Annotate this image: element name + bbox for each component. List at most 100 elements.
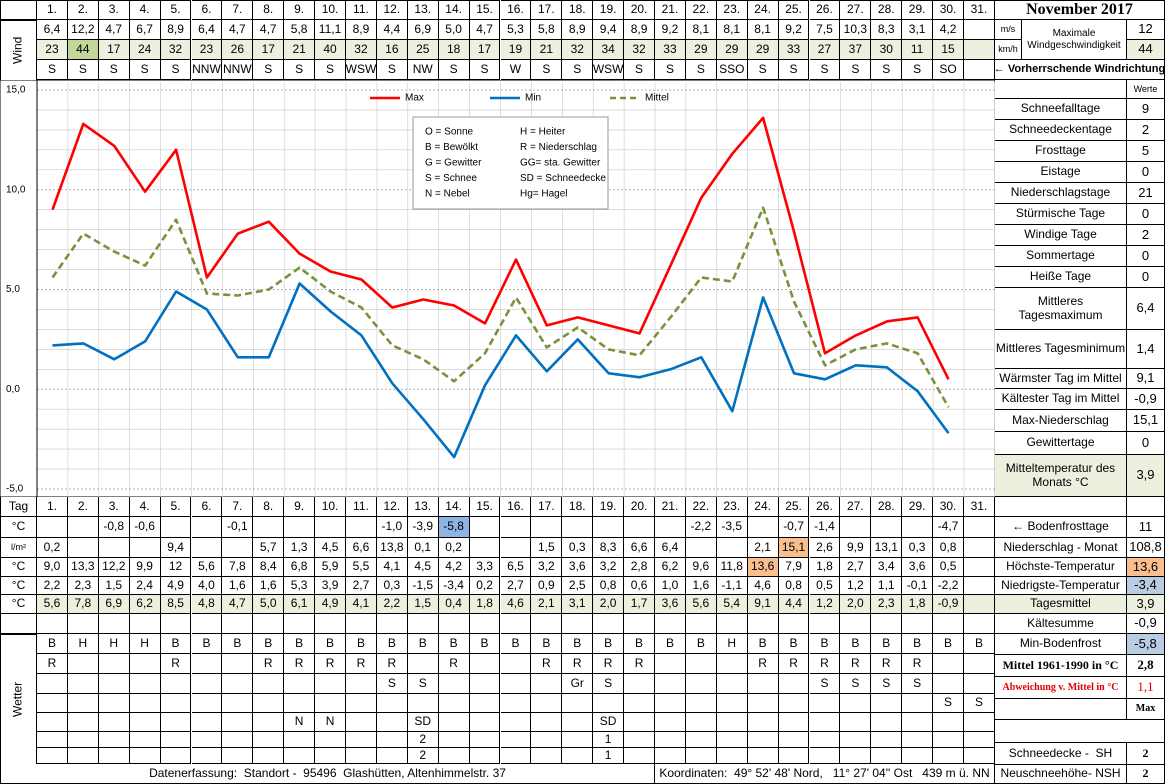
stat-label: Gewittertage: [995, 432, 1127, 455]
weather-code: [98, 654, 130, 674]
weather-code: [129, 674, 161, 694]
weather-code: [315, 674, 346, 694]
max-temp: 13,6: [747, 558, 779, 577]
weather-code: [346, 732, 377, 748]
precipitation: 9,9: [840, 538, 872, 558]
weather-code: S: [840, 674, 872, 694]
weather-code: [593, 694, 625, 713]
mean-temp: 5,6: [685, 595, 717, 614]
wind-kmh: 26: [222, 40, 254, 60]
stat-label: Schneefalltage: [995, 99, 1127, 120]
summary-label: Niederschlag - Monat: [995, 538, 1127, 558]
y-tick-label: 15,0: [6, 85, 26, 96]
wind-ms: 8,1: [716, 20, 748, 40]
max-temp: 4,5: [407, 558, 439, 577]
y-tick-label: 10,0: [6, 184, 26, 195]
weather-code: [469, 654, 501, 674]
ground-frost: [346, 517, 377, 538]
wind-kmh: 29: [685, 40, 717, 60]
day-header: 21.: [655, 0, 686, 20]
weather-code: B: [933, 634, 964, 654]
wind-ms: 4,7: [469, 20, 501, 40]
min-temp: 0,5: [809, 577, 841, 595]
summary-label: ← Bodenfrosttage: [995, 517, 1127, 538]
wind-direction: S: [284, 60, 316, 80]
precipitation: 1,3: [284, 538, 316, 558]
weather-code: [685, 694, 717, 713]
weather-code: B: [624, 634, 655, 654]
weather-code: [655, 748, 686, 764]
summary-label: Mittel 1961-1990 in °C: [995, 655, 1127, 677]
wind-ms: 11,1: [315, 20, 346, 40]
weather-code: [964, 748, 995, 764]
empty-cell: [624, 614, 655, 634]
day-header: 11.: [346, 0, 377, 20]
weather-code: [98, 713, 130, 732]
weather-code: [778, 713, 810, 732]
day-header: 16.: [500, 0, 532, 20]
stat-value: 9: [1127, 99, 1165, 120]
precipitation: 4,5: [315, 538, 346, 558]
weather-code: B: [871, 634, 903, 654]
max-temp: 12: [160, 558, 192, 577]
summary-blank: [995, 720, 1165, 743]
empty-cell: [407, 614, 439, 634]
ground-frost: -3,9: [407, 517, 439, 538]
weather-code: [624, 732, 655, 748]
mean-temp: 4,1: [346, 595, 377, 614]
weather-code: B: [37, 634, 68, 654]
weather-code: S: [809, 674, 841, 694]
empty-cell: [964, 614, 995, 634]
weather-code: [284, 732, 316, 748]
wind-ms: 6,7: [129, 20, 161, 40]
max-temp: 9,0: [37, 558, 68, 577]
stat-value: 2: [1127, 225, 1165, 246]
wind-kmh: 40: [315, 40, 346, 60]
wind-kmh: 32: [160, 40, 192, 60]
weather-code: [438, 694, 470, 713]
min-temp: [964, 577, 995, 595]
weather-code: S: [933, 694, 964, 713]
min-temp: 1,0: [655, 577, 686, 595]
weather-code: B: [840, 634, 872, 654]
stat-label: Kältester Tag im Mittel: [995, 389, 1127, 410]
snow-label: Neuschneehöhe- NSH: [995, 765, 1127, 784]
weather-code: [469, 732, 501, 748]
ground-frost: [747, 517, 779, 538]
max-temp: 3,3: [469, 558, 501, 577]
weather-code: [191, 713, 223, 732]
weather-code: [964, 732, 995, 748]
weather-code: [253, 674, 285, 694]
min-temp: 0,9: [531, 577, 563, 595]
summary-value: -5,8: [1127, 634, 1165, 655]
mean-temp: 4,4: [778, 595, 810, 614]
empty-cell: [562, 614, 594, 634]
stat-value: 0: [1127, 204, 1165, 225]
weather-code: S: [407, 674, 439, 694]
weather-code: [809, 694, 841, 713]
code-label: SD = Schneedecke: [520, 173, 606, 184]
stat-value: 5: [1127, 141, 1165, 162]
weather-code: [67, 654, 99, 674]
precipitation: [500, 538, 532, 558]
sheet-title: November 2017: [995, 0, 1165, 20]
weather-code: B: [253, 634, 285, 654]
precipitation: [964, 538, 995, 558]
weather-code: [933, 654, 964, 674]
series-line: [51, 206, 950, 408]
empty-cell: [685, 614, 717, 634]
weather-code: [871, 694, 903, 713]
mean-temp: 5,0: [253, 595, 285, 614]
weather-code: H: [67, 634, 99, 654]
weather-code: B: [964, 634, 995, 654]
precipitation: 0,3: [902, 538, 934, 558]
weather-code: [98, 674, 130, 694]
wind-kmh: 32: [624, 40, 655, 60]
mean-temp: 2,0: [840, 595, 872, 614]
prevailing-label: ← Vorherrschende Windrichtung: [995, 60, 1165, 80]
precipitation: [469, 538, 501, 558]
ground-frost: [655, 517, 686, 538]
mean-temp: 1,2: [809, 595, 841, 614]
min-temp: 0,3: [376, 577, 408, 595]
wind-direction: S: [624, 60, 655, 80]
